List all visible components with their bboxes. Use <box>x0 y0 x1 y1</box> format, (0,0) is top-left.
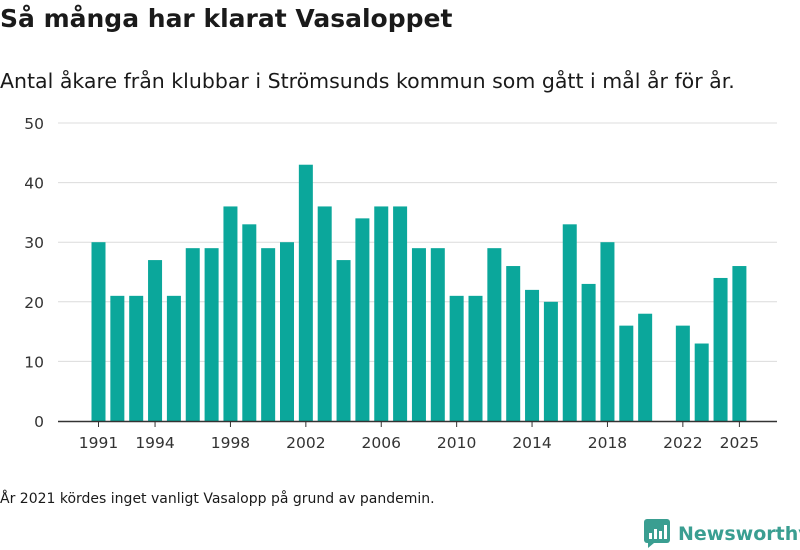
bar-2004 <box>336 260 351 421</box>
x-tick-label: 2014 <box>512 434 551 452</box>
x-tick-label: 1994 <box>135 434 174 452</box>
bar-2022 <box>675 325 690 421</box>
y-tick-label: 30 <box>24 234 44 252</box>
bar-2008 <box>411 248 426 421</box>
bar-2024 <box>713 277 728 421</box>
chart-title: Så många har klarat Vasaloppet <box>0 4 453 33</box>
bar-1996 <box>185 248 200 421</box>
bar-2002 <box>298 164 313 421</box>
x-tick-label: 2010 <box>437 434 476 452</box>
bar-1998 <box>223 206 238 421</box>
y-tick-labels: 0 10 20 30 40 50 <box>24 115 44 431</box>
bar-2013 <box>506 266 521 421</box>
bar-2014 <box>525 289 540 421</box>
bar-2020 <box>638 313 653 421</box>
bar-1991 <box>91 242 106 421</box>
bars <box>91 164 747 421</box>
bar-2000 <box>261 248 276 421</box>
newsworthy-logo-icon <box>644 519 670 548</box>
brand-name: Newsworthy <box>678 522 800 545</box>
brand-logo-link[interactable]: Newsworthy <box>644 519 800 548</box>
bar-1999 <box>242 224 257 421</box>
bar-2011 <box>468 295 483 421</box>
bar-2023 <box>694 343 709 421</box>
x-tick-label: 1991 <box>79 434 118 452</box>
bar-2019 <box>619 325 634 421</box>
bar-2006 <box>374 206 389 421</box>
bar-2017 <box>581 283 596 421</box>
bar-2016 <box>562 224 577 421</box>
bar-2009 <box>430 248 445 421</box>
bar-2001 <box>280 242 294 421</box>
bar-1993 <box>129 295 144 421</box>
y-tick-label: 40 <box>24 175 44 193</box>
x-tick-label: 2025 <box>720 434 759 452</box>
bar-1994 <box>148 260 163 421</box>
bar-2012 <box>487 248 502 421</box>
bar-chart: 0 10 20 30 40 50 1991 1994 1998 2002 2006 2010 2014… <box>24 115 777 452</box>
y-tick-label: 0 <box>34 413 44 431</box>
footnote: År 2021 kördes inget vanligt Vasalopp på… <box>0 491 435 507</box>
x-tick-label: 2018 <box>588 434 627 452</box>
x-tick-labels: 1991 1994 1998 2002 2006 2010 2014 2018 2022 2025 <box>79 421 759 452</box>
bar-2007 <box>393 206 408 421</box>
bar-1992 <box>110 295 125 421</box>
bar-2025 <box>732 266 747 421</box>
bar-1997 <box>204 248 219 421</box>
bar-2005 <box>355 218 370 421</box>
y-tick-label: 50 <box>24 115 44 133</box>
bar-1995 <box>166 295 181 421</box>
x-tick-label: 2022 <box>663 434 702 452</box>
bar-2003 <box>317 206 332 421</box>
chart-subtitle: Antal åkare från klubbar i Strömsunds ko… <box>0 69 735 93</box>
bar-2015 <box>543 301 558 421</box>
y-tick-label: 20 <box>24 294 44 312</box>
bar-2018 <box>600 242 615 421</box>
x-tick-label: 1998 <box>211 434 250 452</box>
y-tick-label: 10 <box>24 353 44 371</box>
bar-2010 <box>449 295 464 421</box>
x-tick-label: 2002 <box>286 434 325 452</box>
x-tick-label: 2006 <box>362 434 401 452</box>
